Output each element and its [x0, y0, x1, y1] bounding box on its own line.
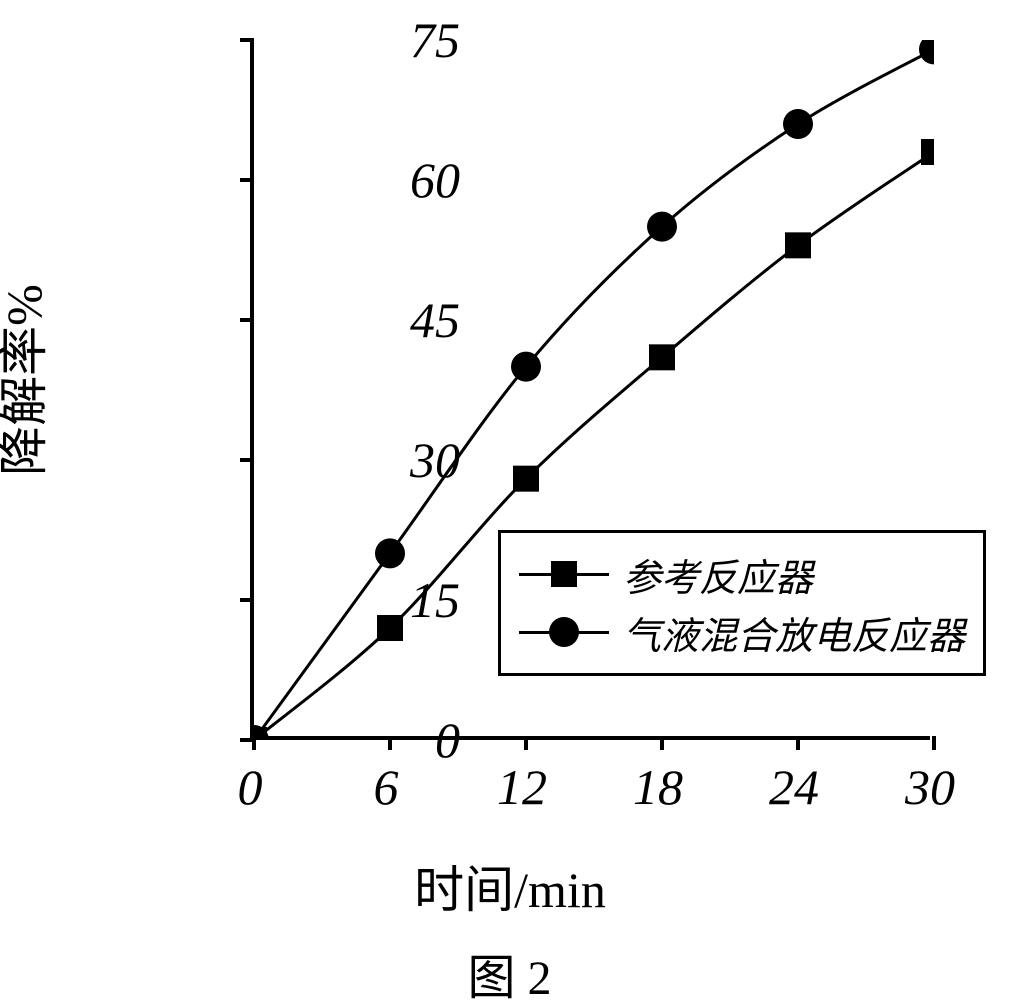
y-tick-label: 15	[340, 571, 460, 629]
marker-square	[785, 232, 811, 258]
figure-container: 降解率% 参考反应器气液混合放电反应器 01530456075 06121824…	[0, 0, 1019, 1006]
legend-box: 参考反应器气液混合放电反应器	[498, 530, 986, 676]
marker-circle	[511, 352, 541, 382]
x-tick-label: 18	[633, 758, 683, 816]
x-tick	[252, 736, 256, 750]
legend-row: 参考反应器	[519, 545, 965, 603]
x-tick	[932, 736, 936, 750]
y-tick-label: 75	[340, 11, 460, 69]
y-tick	[240, 38, 254, 42]
marker-square	[649, 344, 675, 370]
x-tick-label: 0	[238, 758, 263, 816]
y-tick	[240, 458, 254, 462]
legend-label: 参考反应器	[623, 547, 813, 602]
legend-row: 气液混合放电反应器	[519, 603, 965, 661]
legend-line	[519, 573, 609, 576]
y-axis-label: 降解率%	[0, 284, 56, 476]
x-tick	[524, 736, 528, 750]
marker-square	[921, 139, 934, 165]
square-icon	[551, 561, 577, 587]
y-tick-label: 30	[340, 431, 460, 489]
y-tick	[240, 598, 254, 602]
x-tick-label: 24	[769, 758, 819, 816]
marker-circle	[375, 538, 405, 568]
x-tick-label: 6	[374, 758, 399, 816]
marker-square	[513, 466, 539, 492]
x-tick	[796, 736, 800, 750]
x-tick-label: 12	[497, 758, 547, 816]
y-tick-label: 60	[340, 151, 460, 209]
legend-line	[519, 631, 609, 634]
figure-caption: 图 2	[0, 938, 1019, 1008]
legend-label: 气液混合放电反应器	[623, 605, 965, 660]
chart-area: 降解率% 参考反应器气液混合放电反应器 01530456075 06121824…	[60, 20, 960, 840]
y-tick-label: 45	[340, 291, 460, 349]
x-tick-label: 30	[905, 758, 955, 816]
circle-icon	[549, 617, 579, 647]
y-tick	[240, 178, 254, 182]
y-tick	[240, 318, 254, 322]
x-tick	[660, 736, 664, 750]
x-axis-label: 时间/min	[60, 850, 960, 922]
y-tick-label: 0	[340, 711, 460, 769]
marker-circle	[919, 40, 934, 64]
plot-area: 参考反应器气液混合放电反应器	[250, 40, 930, 740]
marker-circle	[647, 212, 677, 242]
marker-circle	[783, 109, 813, 139]
